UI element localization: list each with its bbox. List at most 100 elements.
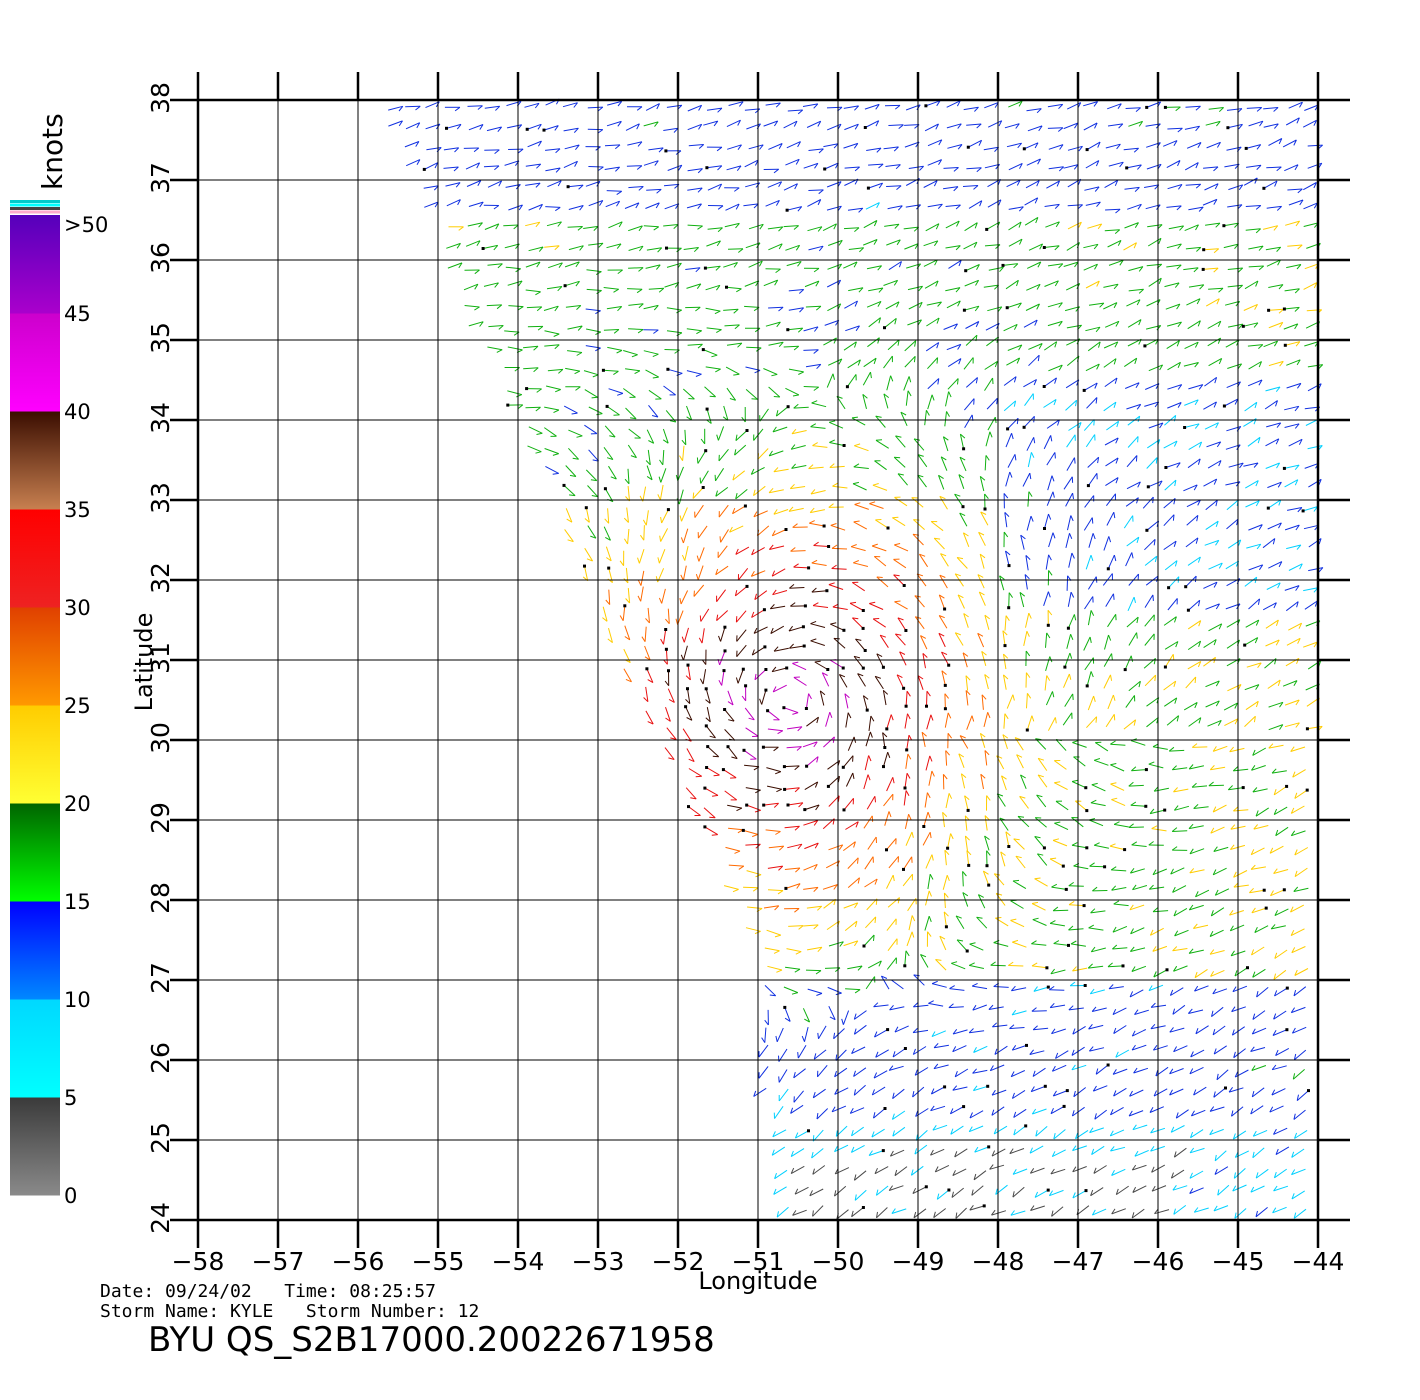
rain-flag-marker	[1003, 644, 1007, 648]
wind-vector-barb	[1175, 106, 1181, 112]
wind-vector-barb	[737, 248, 744, 253]
wind-vector-barb	[732, 507, 736, 514]
wind-vector-barb	[473, 147, 480, 153]
wind-vector	[754, 669, 767, 681]
wind-vector	[1274, 908, 1289, 917]
wind-vector-barb	[850, 1146, 855, 1153]
wind-vector	[1233, 1130, 1247, 1140]
wind-vector	[785, 883, 801, 889]
wind-vector	[585, 328, 601, 333]
wind-vector-barb	[771, 373, 778, 377]
wind-vector	[1163, 514, 1175, 527]
wind-vector-barb	[618, 221, 623, 228]
wind-vector	[1090, 910, 1106, 914]
wind-vector-barb	[789, 643, 794, 649]
wind-vector	[727, 804, 742, 809]
rain-flag-marker	[1106, 567, 1110, 571]
wind-vector-barb	[778, 143, 783, 149]
wind-vector-barb	[963, 613, 969, 618]
wind-vector-barb	[575, 261, 580, 268]
wind-vector	[793, 406, 809, 409]
wind-vector-barb	[898, 124, 904, 129]
wind-vector	[783, 986, 798, 994]
wind-vector-barb	[1188, 904, 1194, 911]
wind-vector	[864, 755, 870, 771]
wind-vector	[884, 811, 890, 826]
wind-vector	[1296, 1090, 1309, 1101]
wind-vector-barb	[645, 618, 650, 624]
wind-vector	[1209, 929, 1224, 937]
wind-vector	[783, 225, 799, 228]
wind-vector	[964, 398, 975, 411]
wind-vector-barb	[1174, 697, 1178, 704]
wind-vector-barb	[913, 1002, 919, 1008]
rain-flag-marker	[525, 387, 529, 391]
wind-vector	[1067, 592, 1072, 607]
wind-vector	[990, 1064, 1005, 1072]
wind-vector-barb	[1130, 655, 1134, 662]
wind-vector	[865, 120, 879, 128]
wind-vector	[863, 239, 878, 246]
wind-vector	[1204, 183, 1219, 191]
wind-vector	[1114, 823, 1129, 828]
wind-vector-barb	[769, 604, 775, 610]
wind-vector-barb	[1193, 1207, 1199, 1213]
wind-vector	[1176, 1109, 1189, 1119]
wind-vector-barb	[915, 141, 920, 148]
wind-vector	[853, 1084, 866, 1096]
wind-vector	[1034, 878, 1048, 887]
wind-vector	[925, 342, 939, 352]
wind-vector	[1170, 1125, 1185, 1133]
wind-vector-barb	[1131, 966, 1136, 972]
wind-vector	[1063, 122, 1078, 130]
wind-vector	[844, 166, 860, 169]
wind-vector-barb	[1019, 163, 1023, 169]
wind-vector	[905, 390, 909, 406]
rain-flag-marker	[962, 1105, 966, 1109]
wind-vector	[564, 529, 574, 542]
wind-vector	[773, 468, 789, 473]
rain-flag-marker	[726, 745, 730, 749]
wind-vector	[826, 205, 842, 211]
wind-vector	[1088, 1024, 1104, 1030]
wind-vector-barb	[1210, 910, 1214, 917]
wind-vector-barb	[1110, 674, 1113, 681]
wind-vector	[868, 1150, 884, 1156]
wind-vector	[1036, 794, 1047, 808]
wind-vector-barb	[653, 329, 659, 334]
wind-vector	[736, 644, 747, 658]
wind-vector	[1124, 186, 1140, 190]
wind-vector-barb	[1136, 299, 1141, 306]
wind-vector	[789, 645, 805, 649]
wind-vector	[1050, 1105, 1065, 1115]
wind-vector-barb	[935, 123, 939, 130]
wind-vector-barb	[638, 186, 644, 191]
wind-vector	[769, 489, 784, 494]
wind-vector	[868, 287, 883, 292]
wind-vector	[658, 549, 666, 564]
wind-vector-barb	[911, 931, 915, 938]
wind-vector-barb	[1252, 787, 1258, 793]
wind-vector-barb	[1177, 127, 1183, 133]
wind-vector	[980, 774, 984, 790]
wind-vector	[735, 489, 748, 500]
wind-vector	[1234, 1069, 1249, 1078]
wind-vector-barb	[1198, 600, 1201, 607]
wind-vector-barb	[888, 1065, 894, 1071]
wind-vector	[1291, 805, 1305, 814]
wind-vector	[1123, 147, 1139, 151]
wind-vector	[979, 476, 985, 492]
wind-vector	[845, 712, 849, 728]
wind-vector	[893, 558, 907, 569]
wind-vector	[1250, 1185, 1265, 1193]
wind-vector-barb	[986, 850, 991, 856]
wind-vector	[1166, 243, 1182, 249]
wind-vector-barb	[935, 959, 942, 961]
wind-vector-barb	[773, 1188, 777, 1195]
wind-vector	[1026, 108, 1042, 112]
wind-vector	[1128, 826, 1144, 828]
wind-vector	[1227, 267, 1243, 270]
wind-vector	[1153, 1088, 1168, 1097]
wind-vector-barb	[897, 617, 904, 621]
wind-vector-barb	[892, 1092, 895, 1099]
